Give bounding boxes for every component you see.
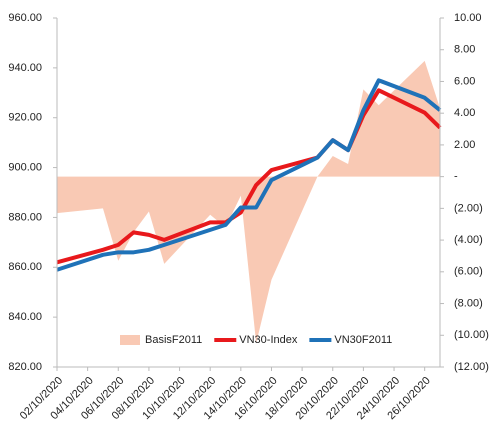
- y2-tick-label: (6.00): [454, 266, 483, 278]
- series-line: [56, 88, 442, 265]
- y2-tick-label: 6.00: [454, 75, 475, 87]
- y2-tick-label: (2.00): [454, 202, 483, 214]
- legend-item: VN30-Index: [214, 334, 298, 346]
- y2-tick-label: (10.00): [454, 329, 489, 341]
- y2-tick-label: 4.00: [454, 107, 475, 119]
- legend-item: VN30F2011: [309, 334, 392, 346]
- y-tick-label: 960.00: [8, 12, 42, 24]
- legend-label: VN30F2011: [334, 334, 392, 346]
- y2-tick-label: (12.00): [454, 361, 489, 373]
- y-tick-label: 900.00: [8, 161, 42, 173]
- y2-tick-label: -: [454, 171, 458, 183]
- series-line: [56, 78, 442, 272]
- legend-swatch: [120, 335, 140, 345]
- y-tick-label: 820.00: [8, 361, 42, 373]
- legend-label: VN30-Index: [239, 334, 298, 346]
- y-tick-label: 940.00: [8, 62, 42, 74]
- y2-tick-label: 10.00: [454, 12, 482, 24]
- y2-tick-label: 2.00: [454, 139, 475, 151]
- y2-tick-label: (4.00): [454, 234, 483, 246]
- legend-label: BasisF2011: [145, 334, 202, 346]
- y-tick-label: 840.00: [8, 311, 42, 323]
- legend-item: BasisF2011: [120, 334, 202, 346]
- y2-tick-label: 8.00: [454, 44, 475, 56]
- y2-tick-label: (8.00): [454, 297, 483, 309]
- y-tick-label: 920.00: [8, 112, 42, 124]
- y-tick-label: 860.00: [8, 261, 42, 273]
- y-tick-label: 880.00: [8, 211, 42, 223]
